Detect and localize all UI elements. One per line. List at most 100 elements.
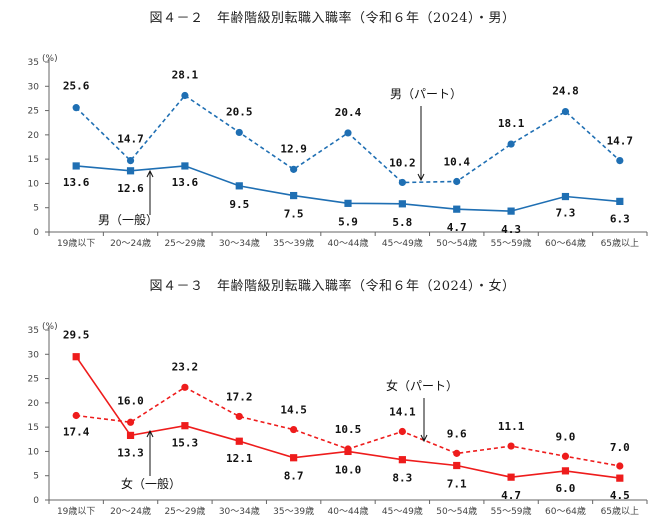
female-data-label-ippan: 8.7 [284,470,304,483]
male-point-ippan [126,167,135,175]
female-data-label-part: 9.0 [556,430,576,443]
female-y-tick-label: 10 [28,447,40,457]
male-y-tick-label: 5 [33,204,39,214]
male-data-label-ippan: 9.5 [229,198,249,211]
female-point-ippan [344,447,352,456]
female-point-ippan [72,353,80,361]
female-data-label-ippan: 15.3 [172,437,199,450]
male-point-ippan [398,200,406,208]
male-point-ippan [72,162,80,170]
female-point-ippan [507,473,515,481]
male-data-label-ippan: 7.3 [556,207,576,220]
female-data-label-part: 17.2 [226,390,253,403]
male-y-tick-label: 15 [28,155,39,165]
male-data-label-ippan: 13.6 [172,176,199,189]
female-data-label-part: 14.1 [389,406,416,419]
male-x-tick-label: 45～49歳 [382,237,423,249]
female-data-label-part: 7.0 [610,441,630,454]
female-y-tick-label: 25 [28,375,39,385]
female-data-label-part: 16.0 [117,394,144,407]
female-series-line-ippan [75,356,620,479]
male-y-tick-label: 0 [33,228,39,238]
male-x-tick-label: 35～39歳 [273,237,314,249]
male-x-tick-label: 40～44歳 [328,237,369,249]
female-series-annotation: 女（一般） [121,476,181,491]
male-x-tick-label: 55～59歳 [491,237,532,249]
female-data-label-ippan: 29.5 [63,329,90,342]
female-point-part [398,427,406,436]
female-point-part [235,412,243,421]
chart-title-male: 図４－２ 年齢階級別転職入職率（令和６年（2024）・男） [149,11,516,26]
male-y-tick-label: 20 [28,131,40,141]
female-y-tick-label: 20 [28,399,40,409]
female-y-tick-label: 5 [33,472,39,482]
male-x-tick-label: 50～54歳 [436,237,477,249]
female-data-label-ippan: 6.0 [556,482,576,495]
male-data-label-ippan: 4.3 [501,223,521,236]
female-point-part [561,452,570,460]
female-point-part [453,449,461,457]
female-point-part [126,418,135,426]
male-point-part [290,165,298,173]
male-y-tick-label: 25 [28,107,39,117]
male-data-label-ippan: 12.6 [117,182,144,195]
male-data-label-ippan: 5.9 [338,215,358,228]
male-data-label-part: 14.7 [607,135,634,148]
female-y-tick-label: 30 [28,350,40,360]
male-point-part [616,157,624,165]
male-y-tick-label: 30 [28,82,40,92]
male-point-ippan [453,205,461,213]
male-data-label-part: 25.6 [63,80,90,93]
female-x-tick-label: 19歳以下 [57,505,95,517]
female-x-tick-label: 30～34歳 [219,505,260,517]
male-x-tick-label: 65歳以上 [601,237,639,249]
female-point-ippan [561,467,570,475]
male-point-part [126,157,135,165]
female-x-tick-label: 60～64歳 [545,505,586,517]
male-x-tick-label: 25～29歳 [164,237,205,249]
female-data-label-ippan: 12.1 [226,452,253,465]
female-data-label-ippan: 13.3 [117,446,144,459]
male-data-label-part: 14.7 [117,133,144,146]
female-data-label-ippan: 4.5 [610,489,630,502]
male-y-axis-unit: (%) [42,54,58,64]
male-x-tick-label: 19歳以下 [57,237,95,249]
female-x-tick-label: 35～39歳 [273,505,314,517]
female-y-tick-label: 35 [28,326,39,336]
male-data-label-ippan: 13.6 [63,176,90,189]
male-point-part [453,177,461,186]
male-point-ippan [290,191,298,200]
female-x-tick-label: 25～29歳 [164,505,205,517]
female-point-ippan [398,456,406,464]
female-data-label-part: 11.1 [498,420,525,433]
female-point-part [507,442,515,450]
female-data-label-ippan: 8.3 [392,472,412,485]
female-data-label-part: 9.6 [447,427,467,440]
male-point-part [507,140,515,148]
female-point-ippan [126,431,135,439]
male-point-part [181,91,189,100]
female-data-label-part: 10.5 [335,423,362,436]
male-y-tick-label: 35 [28,58,39,68]
male-point-ippan [507,207,515,215]
male-y-tick-label: 10 [28,179,40,189]
male-point-part [344,129,352,137]
male-data-label-part: 20.5 [226,105,253,118]
female-data-label-part: 14.5 [280,404,307,417]
female-series-annotation: 女（パート） [386,378,458,393]
female-point-part [72,411,80,420]
male-data-label-part: 24.8 [552,85,579,98]
female-point-part [181,383,189,391]
female-x-tick-label: 65歳以上 [601,505,639,517]
female-data-label-ippan: 10.0 [335,463,362,476]
female-annotation-arrowhead [146,429,154,438]
male-data-label-ippan: 6.3 [610,212,630,225]
male-x-tick-label: 60～64歳 [545,237,586,249]
male-x-tick-label: 30～34歳 [219,237,260,249]
female-x-tick-label: 40～44歳 [328,505,369,517]
male-point-part [561,107,570,116]
male-point-ippan [561,192,570,201]
male-annotation-arrowhead [417,173,425,182]
male-data-label-ippan: 4.7 [447,221,467,234]
